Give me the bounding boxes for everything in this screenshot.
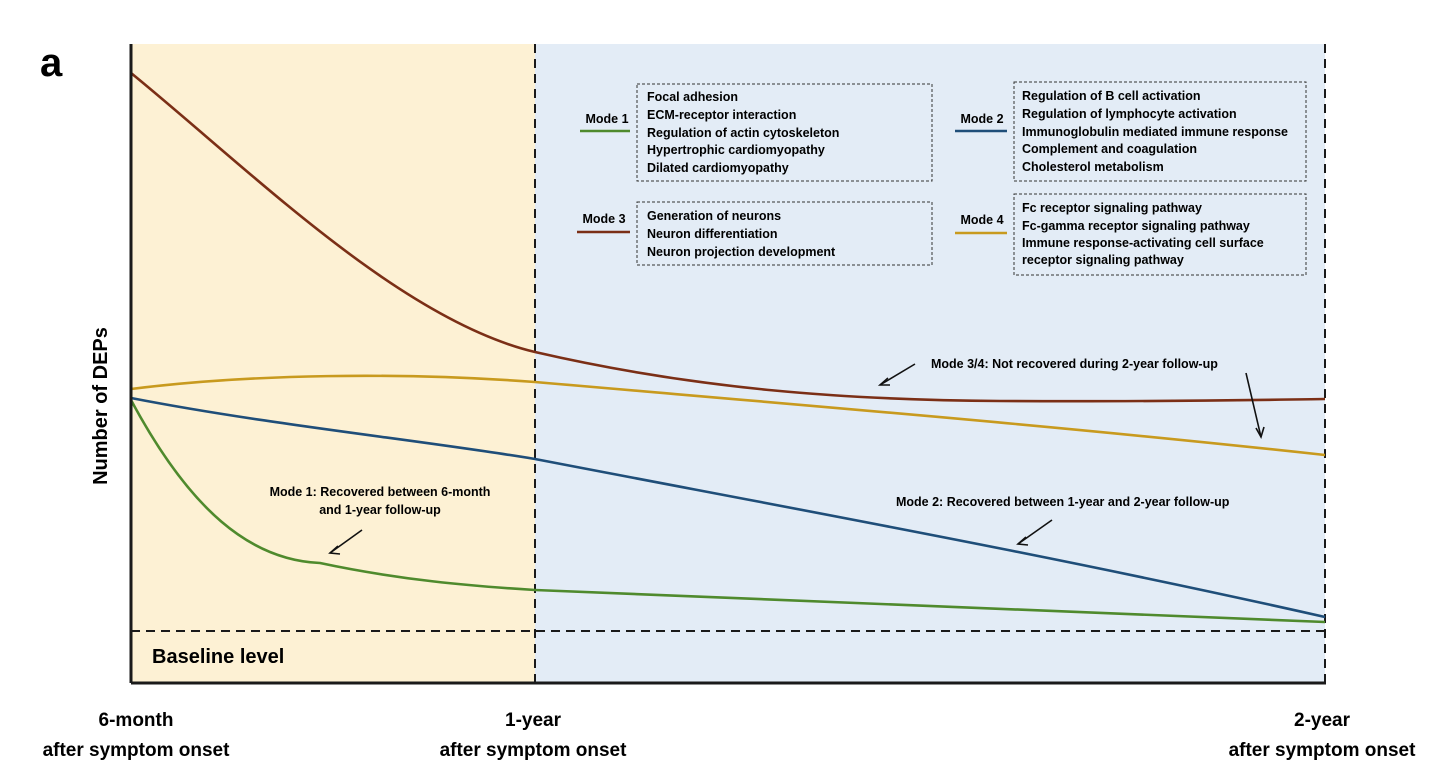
legend-mode-2-label: Mode 2 xyxy=(960,112,1003,126)
legend-mode-2-pathway: Cholesterol metabolism xyxy=(1022,160,1164,174)
x-tick-1-year-line2: after symptom onset xyxy=(440,740,628,761)
legend-mode-1-label: Mode 1 xyxy=(585,112,628,126)
phase-1y-to-2y-background xyxy=(535,44,1325,683)
legend-mode-4-pathway: Immune response-activating cell surface xyxy=(1022,236,1264,250)
mode-1-annotation-line2: and 1-year follow-up xyxy=(319,503,441,517)
legend-mode-4-box xyxy=(1013,193,1307,276)
x-tick-2-year-line1: 2-year xyxy=(1294,710,1351,731)
legend-mode-3-box xyxy=(636,201,933,266)
y-axis-label: Number of DEPs xyxy=(90,327,112,485)
x-tick-6-month-line2: after symptom onset xyxy=(43,740,231,761)
legend-mode-2-pathway: Regulation of lymphocyte activation xyxy=(1022,107,1237,121)
mode-4-curve xyxy=(130,374,1326,457)
arrow-icon xyxy=(328,529,363,555)
x-tick-6-month-line1: 6-month xyxy=(99,710,174,731)
legend-mode-1: Mode 1 Focal adhesion ECM-receptor inter… xyxy=(580,83,933,182)
legend-mode-2-pathway: Regulation of B cell activation xyxy=(1022,89,1201,103)
arrow-icon xyxy=(1016,519,1053,546)
legend-mode-3-pathway: Generation of neurons xyxy=(647,209,781,223)
legend-mode-4: Mode 4 Fc receptor signaling pathway Fc-… xyxy=(955,193,1307,276)
legend-mode-2: Mode 2 Regulation of B cell activation R… xyxy=(955,81,1307,182)
legend-mode-4-label: Mode 4 xyxy=(960,213,1003,227)
legend-mode-1-pathway: Regulation of actin cytoskeleton xyxy=(647,126,839,140)
legend-mode-3-pathway: Neuron projection development xyxy=(647,245,836,259)
legend-mode-2-box xyxy=(1013,81,1307,182)
legend-mode-4-pathway: Fc receptor signaling pathway xyxy=(1022,201,1202,215)
panel-label: a xyxy=(40,41,63,85)
mode-1-curve xyxy=(129,399,1326,624)
legend-mode-1-pathway: Dilated cardiomyopathy xyxy=(647,161,789,175)
baseline-label: Baseline level xyxy=(152,646,284,668)
legend-mode-3-pathway: Neuron differentiation xyxy=(647,227,778,241)
arrow-icon xyxy=(1245,372,1265,440)
x-tick-1-year-line1: 1-year xyxy=(505,710,562,731)
x-tick-2-year-line2: after symptom onset xyxy=(1229,740,1417,761)
mode-3-curve xyxy=(130,71,1326,403)
legend-mode-1-pathway: ECM-receptor interaction xyxy=(647,108,796,122)
mode-2-annotation: Mode 2: Recovered between 1-year and 2-y… xyxy=(896,495,1230,509)
legend-mode-1-pathway: Focal adhesion xyxy=(647,90,738,104)
legend-mode-4-pathway: receptor signaling pathway xyxy=(1022,253,1184,267)
phase-6m-to-1y-background xyxy=(131,44,535,683)
legend-mode-1-box xyxy=(636,83,933,182)
mode-2-curve xyxy=(130,396,1326,619)
arrow-icon xyxy=(877,363,916,386)
legend-mode-2-pathway: Complement and coagulation xyxy=(1022,142,1197,156)
legend-mode-3: Mode 3 Generation of neurons Neuron diff… xyxy=(577,201,933,266)
mode-3-4-annotation: Mode 3/4: Not recovered during 2-year fo… xyxy=(931,357,1218,371)
legend-mode-2-pathway: Immunoglobulin mediated immune response xyxy=(1022,125,1288,139)
legend-mode-4-pathway: Fc-gamma receptor signaling pathway xyxy=(1022,219,1250,233)
mode-1-annotation-line1: Mode 1: Recovered between 6-month xyxy=(270,485,491,499)
legend-mode-3-label: Mode 3 xyxy=(582,212,625,226)
legend-mode-1-pathway: Hypertrophic cardiomyopathy xyxy=(647,143,825,157)
